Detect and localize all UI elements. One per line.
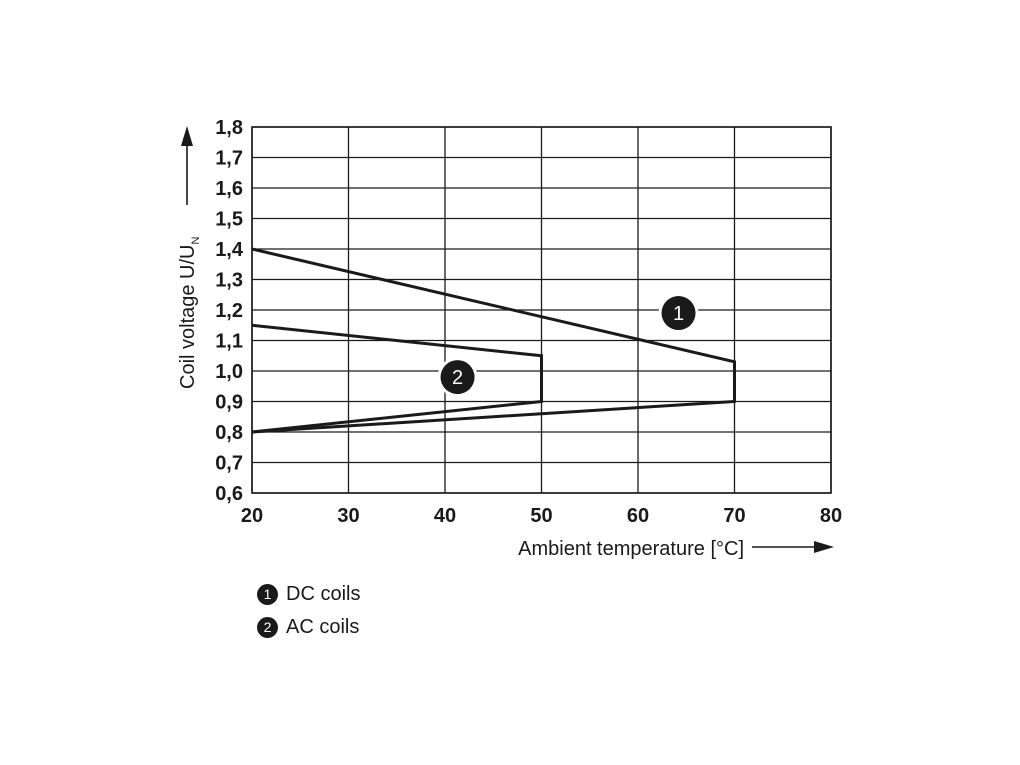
y-tick-label: 1,7: [215, 148, 243, 170]
y-axis-label-subscript: N: [190, 236, 202, 244]
series-line-1: [251, 247, 736, 434]
legend-label-dc: DC coils: [286, 583, 361, 605]
y-tick-label: 0,9: [215, 392, 243, 414]
x-tick-label: 20: [241, 505, 263, 527]
x-tick-label: 30: [337, 505, 359, 527]
legend: 1 DC coils 2 AC coils: [257, 578, 360, 644]
y-tick-label: 1,5: [215, 209, 243, 231]
y-axis-label: Coil voltage U/UN: [177, 236, 202, 389]
y-tick-label: 1,4: [215, 239, 244, 261]
y-tick-label: 1,3: [215, 270, 243, 292]
y-tick-label: 0,7: [215, 453, 243, 475]
series-line-2: [251, 323, 543, 434]
y-tick-label: 1,1: [215, 331, 243, 353]
series-marker-1: [661, 296, 696, 331]
x-tick-label: 70: [723, 505, 745, 527]
y-tick-label: 1,2: [215, 300, 243, 322]
series-layer: 12: [251, 247, 736, 434]
y-axis-label-main: Coil voltage U/U: [177, 244, 199, 389]
tick-labels: 20 30 40 50 60 70 80 0,6 0,7 0,8 0,9 1,0 1,1 1,2 1,3 1,…: [215, 117, 842, 527]
y-tick-label: 1,8: [215, 117, 243, 139]
legend-marker-1: 1: [257, 584, 278, 605]
series-marker-label-1: 1: [673, 303, 684, 325]
grid: [251, 126, 832, 494]
x-tick-label: 60: [627, 505, 649, 527]
x-tick-label: 40: [434, 505, 456, 527]
x-axis-arrow: [752, 541, 834, 553]
x-tick-label: 50: [530, 505, 552, 527]
legend-item-ac: 2 AC coils: [257, 611, 360, 644]
y-tick-label: 0,6: [215, 483, 243, 505]
y-axis-arrow: [181, 126, 193, 205]
y-tick-label: 0,8: [215, 422, 243, 444]
legend-marker-2: 2: [257, 617, 278, 638]
y-tick-label: 1,0: [215, 361, 243, 383]
plot-frame: [251, 126, 832, 494]
y-tick-label: 1,6: [215, 178, 243, 200]
series-marker-label-2: 2: [452, 367, 463, 389]
series-marker-2: [440, 360, 475, 395]
x-tick-label: 80: [820, 505, 842, 527]
legend-label-ac: AC coils: [286, 616, 360, 638]
legend-item-dc: 1 DC coils: [257, 578, 360, 611]
x-axis-label: Ambient temperature [°C]: [518, 538, 744, 560]
